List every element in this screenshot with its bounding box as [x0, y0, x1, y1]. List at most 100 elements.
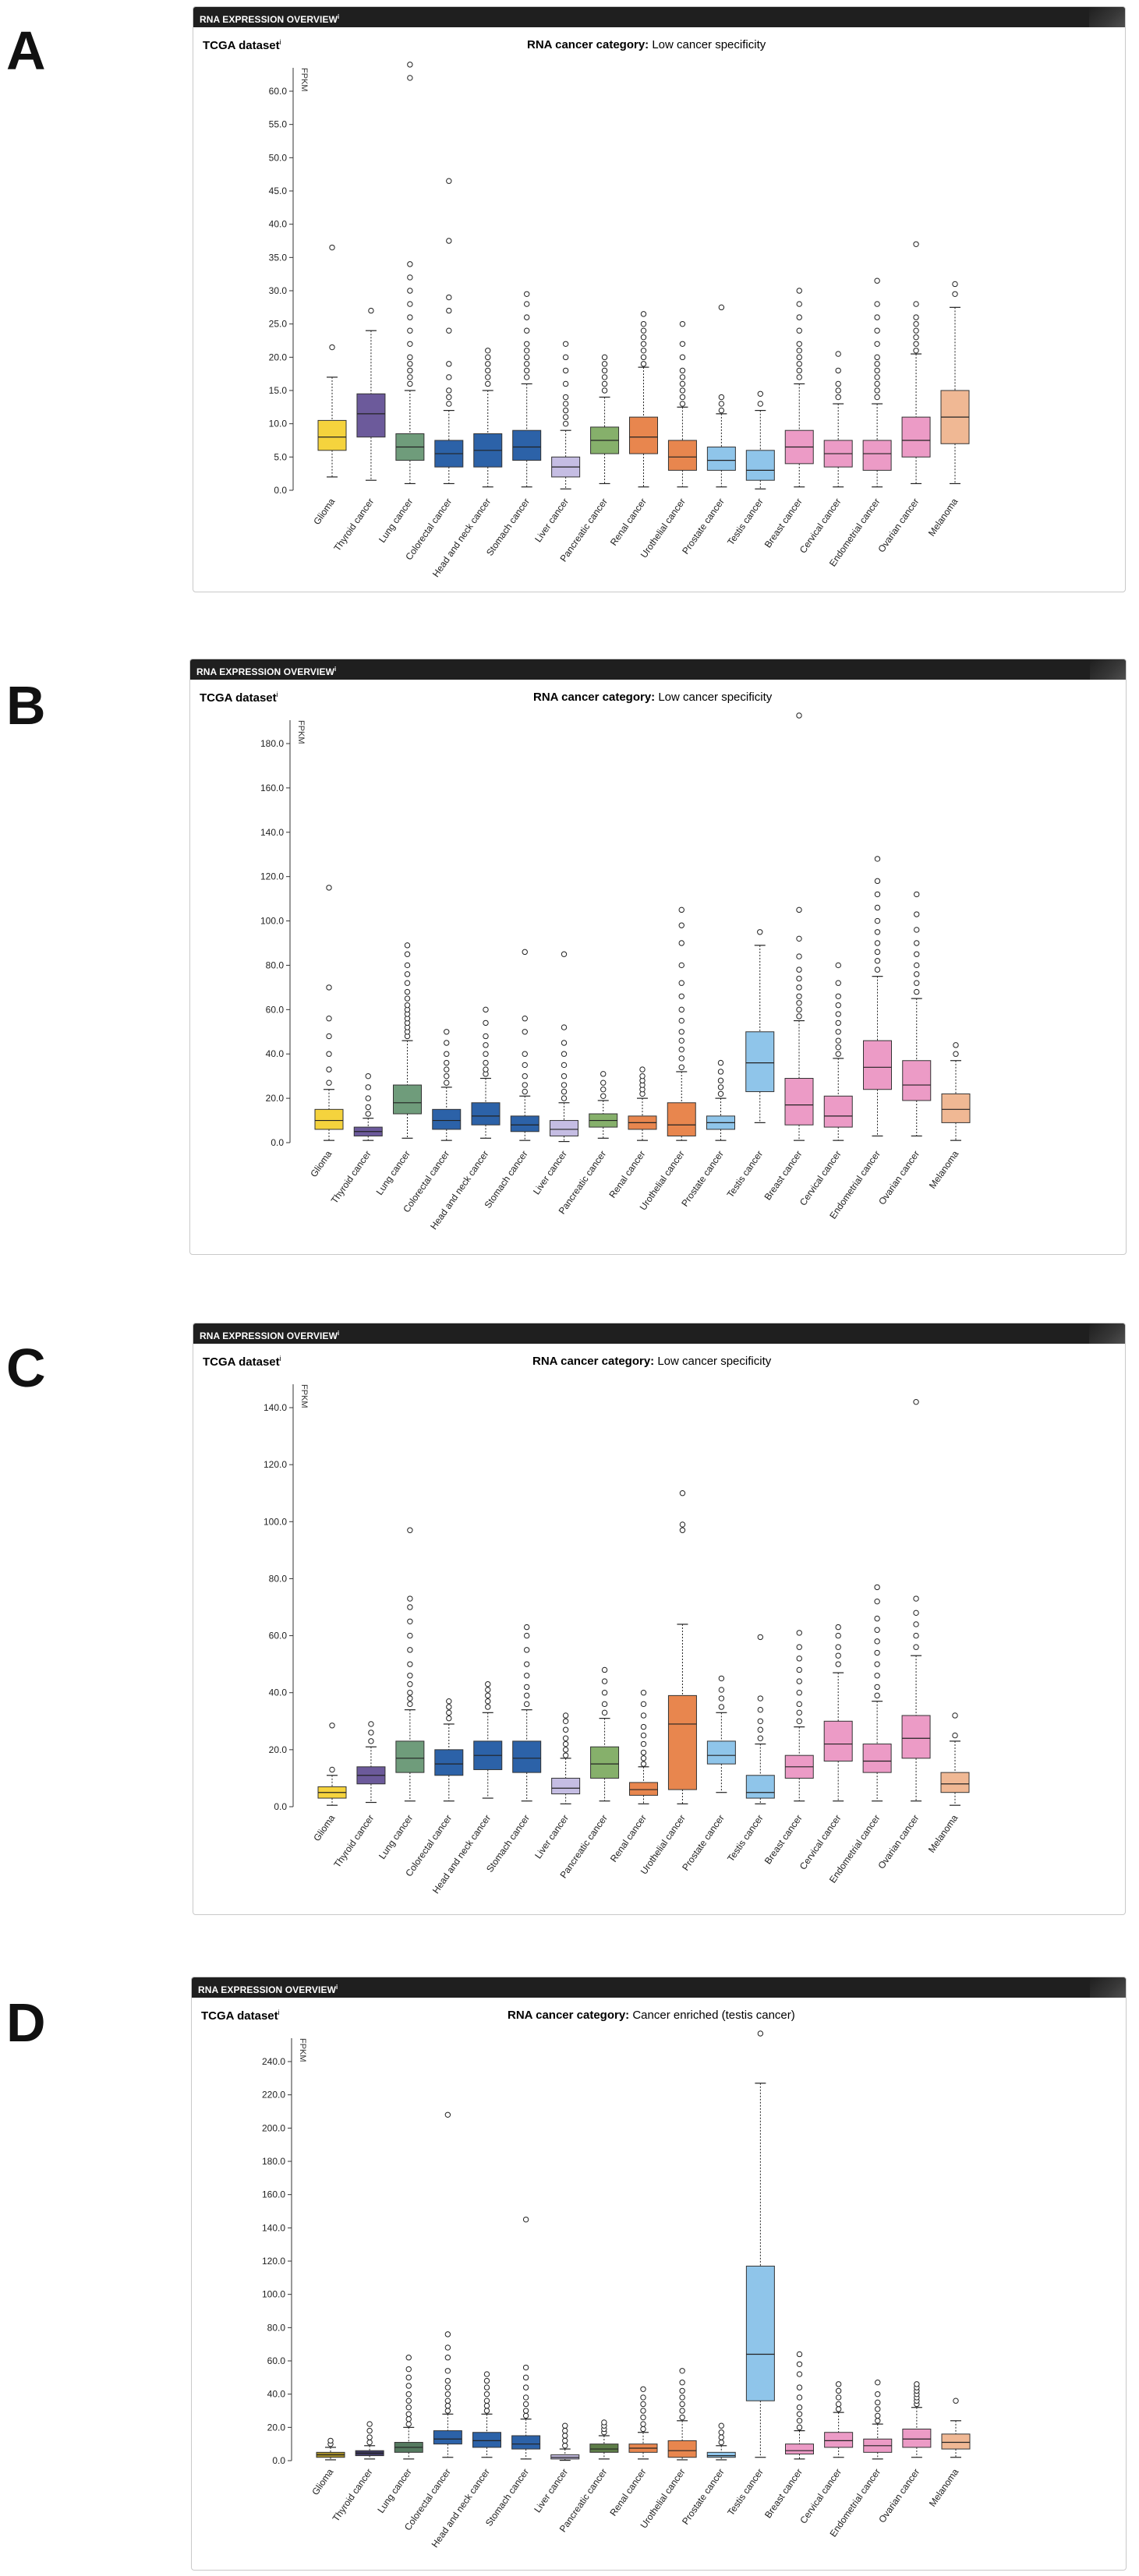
outlier-point	[485, 374, 491, 380]
dataset-label-text: TCGA dataset	[201, 2009, 278, 2023]
y-tick-label: 20.0	[267, 2422, 286, 2433]
outlier-point	[718, 2439, 724, 2446]
info-icon[interactable]: i	[279, 38, 281, 46]
info-icon[interactable]: i	[338, 1330, 340, 1337]
outlier-point	[407, 1632, 413, 1639]
box-iqr	[472, 2432, 501, 2448]
outlier-point	[952, 1712, 958, 1719]
outlier-point	[678, 1006, 684, 1013]
outlier-point	[952, 281, 958, 288]
x-tick-label: Liver cancer	[532, 496, 571, 545]
outlier-point	[522, 2374, 529, 2381]
info-icon[interactable]: i	[334, 666, 337, 673]
hexagon-decoration-icon	[1090, 1977, 1126, 1998]
outlier-point	[718, 1704, 725, 1710]
y-tick-label: 60.0	[267, 2355, 286, 2366]
outlier-point	[601, 1690, 608, 1696]
outlier-point	[522, 1016, 528, 1022]
y-axis-label: FPKM	[296, 720, 306, 744]
x-tick-label: Ovarian cancer	[875, 496, 921, 555]
box-thyroid-cancer	[356, 307, 386, 481]
outlier-point	[562, 420, 569, 427]
outlier-point	[407, 361, 413, 367]
x-tick-label: Testis cancer	[725, 1813, 766, 1864]
outlier-point	[483, 1066, 489, 1072]
outlier-point	[679, 2401, 685, 2408]
box-iqr	[824, 2432, 854, 2448]
x-tick-label: Stomach cancer	[482, 1149, 529, 1210]
outlier-point	[407, 274, 413, 281]
outlier-point	[483, 2371, 490, 2377]
outlier-point	[796, 2411, 803, 2417]
outlier-point	[446, 394, 452, 401]
x-tick-label: Thyroid cancer	[331, 1813, 376, 1870]
outlier-point	[446, 307, 452, 314]
cancer-category: RNA cancer category: Low cancer specific…	[532, 1355, 771, 1368]
y-tick-label: 55.0	[269, 119, 288, 130]
x-tick-label: Cervical cancer	[798, 496, 844, 556]
outlier-point	[757, 2030, 764, 2037]
outlier-point	[444, 2408, 451, 2414]
outlier-point	[368, 1738, 374, 1744]
info-icon[interactable]: i	[279, 1355, 281, 1362]
x-tick-label: Lung cancer	[377, 496, 415, 545]
y-tick-label: 0.0	[271, 1137, 284, 1148]
y-tick-label: 5.0	[274, 451, 287, 462]
outlier-point	[913, 1595, 919, 1602]
outlier-point	[679, 1521, 686, 1528]
outlier-point	[796, 341, 802, 347]
info-icon[interactable]: i	[338, 13, 340, 20]
outlier-point	[601, 2419, 607, 2426]
dataset-label-text: TCGA dataset	[203, 39, 280, 52]
outlier-point	[523, 361, 530, 367]
outlier-point	[717, 1077, 724, 1084]
box-cervical-cancer	[823, 962, 853, 1141]
outlier-point	[796, 993, 802, 999]
outlier-point	[561, 1095, 568, 1101]
x-tick-label: Stomach cancer	[484, 496, 532, 558]
category-value: Low cancer specificity	[652, 38, 766, 51]
outlier-point	[562, 2422, 568, 2429]
outlier-point	[874, 958, 881, 964]
box-iqr	[706, 2451, 736, 2458]
box-plot-chart: FPKM 0.0 20.0 40.0 60.0 80.0 100.0 120.0 140.0 16…	[260, 712, 971, 1231]
y-tick-label: 100.0	[260, 916, 284, 927]
info-icon[interactable]: i	[278, 2009, 280, 2016]
outlier-point	[913, 241, 919, 247]
info-icon[interactable]: i	[336, 1984, 338, 1991]
outlier-point	[640, 311, 647, 317]
outlier-point	[562, 354, 569, 361]
box-plot-chart: FPKM 0.0 20.0 40.0 60.0 80.0 100.0 120.0 140.0 Gl…	[264, 1384, 970, 1896]
outlier-point	[796, 327, 802, 334]
y-tick-label: 80.0	[269, 1573, 288, 1584]
x-tick-label: Glioma	[311, 1812, 337, 1843]
outlier-point	[407, 380, 413, 387]
outlier-point	[640, 2408, 646, 2414]
category-label: RNA cancer category:	[532, 1355, 655, 1368]
outlier-point	[679, 387, 686, 394]
box-pancreatic-cancer	[589, 2419, 619, 2460]
outlier-point	[407, 341, 413, 347]
outlier-point	[444, 1040, 450, 1046]
outlier-point	[874, 374, 880, 380]
y-tick-label: 100.0	[262, 2289, 285, 2300]
y-tick-label: 0.0	[274, 485, 287, 496]
outlier-point	[874, 277, 880, 284]
box-iqr	[317, 419, 347, 451]
outlier-point	[835, 1019, 841, 1027]
info-icon[interactable]: i	[276, 691, 278, 698]
outlier-point	[523, 327, 530, 334]
outlier-point	[757, 1695, 764, 1701]
y-tick-label: 80.0	[266, 959, 285, 970]
outlier-point	[444, 1080, 450, 1086]
outlier-point	[523, 1673, 530, 1679]
outlier-point	[679, 367, 686, 374]
hexagon-decoration-icon	[1089, 7, 1125, 27]
outlier-point	[366, 2439, 373, 2446]
outlier-point	[835, 1624, 841, 1631]
x-tick-label: Melanoma	[926, 1812, 960, 1854]
cancer-category: RNA cancer category: Low cancer specific…	[527, 38, 766, 51]
outlier-point	[874, 327, 880, 334]
box-colorectal-cancer	[433, 2111, 462, 2458]
outlier-point	[640, 334, 647, 341]
